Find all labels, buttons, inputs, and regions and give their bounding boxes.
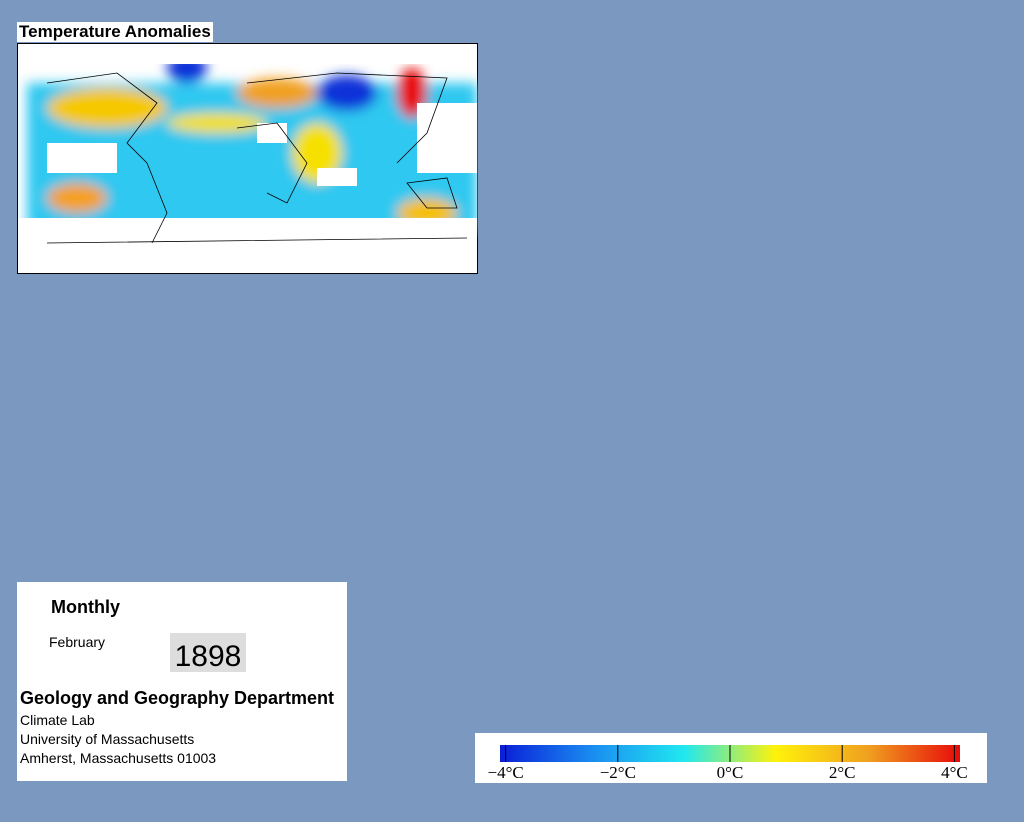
address-line: Climate Lab bbox=[20, 712, 95, 728]
tick-label: 0°C bbox=[717, 763, 744, 782]
map bbox=[17, 43, 478, 274]
coastlines bbox=[46, 72, 468, 244]
tick-label: 4°C bbox=[941, 763, 968, 782]
tick-label: −2°C bbox=[600, 763, 636, 782]
address-line: Amherst, Massachusetts 01003 bbox=[20, 750, 217, 766]
colorbar: −4°C −2°C 0°C 2°C 4°C bbox=[475, 733, 987, 783]
address-line: University of Massachusetts bbox=[20, 731, 195, 747]
tick-label: −4°C bbox=[487, 763, 523, 782]
info-panel: Monthly February 1898 Geology and Geogra… bbox=[17, 582, 347, 781]
year[interactable]: 1898 bbox=[170, 633, 246, 673]
map-title: Temperature Anomalies bbox=[17, 22, 213, 42]
month[interactable]: February bbox=[49, 634, 106, 650]
department: Geology and Geography Department bbox=[20, 688, 335, 708]
period: Monthly bbox=[51, 597, 120, 617]
tick-label: 2°C bbox=[829, 763, 856, 782]
missing-data bbox=[18, 44, 477, 273]
